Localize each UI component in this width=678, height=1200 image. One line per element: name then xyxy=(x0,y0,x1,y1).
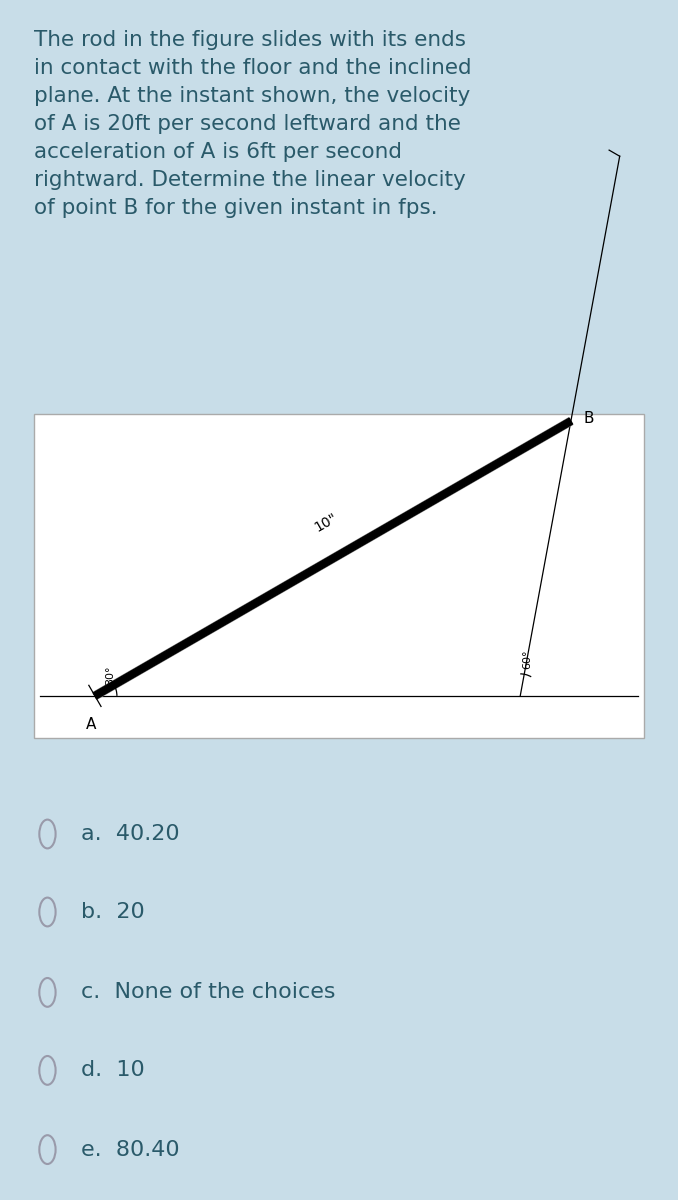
Text: B: B xyxy=(583,412,593,426)
Text: b.  20: b. 20 xyxy=(81,902,145,922)
FancyBboxPatch shape xyxy=(34,414,644,738)
Text: 10": 10" xyxy=(312,510,340,534)
Text: 30°: 30° xyxy=(105,665,115,685)
Text: d.  10: d. 10 xyxy=(81,1061,145,1080)
Text: 60°: 60° xyxy=(522,650,532,670)
Text: A: A xyxy=(86,718,97,732)
Text: The rod in the figure slides with its ends
in contact with the floor and the inc: The rod in the figure slides with its en… xyxy=(34,30,471,218)
Text: c.  None of the choices: c. None of the choices xyxy=(81,983,336,1002)
Text: e.  80.40: e. 80.40 xyxy=(81,1140,180,1159)
Text: a.  40.20: a. 40.20 xyxy=(81,824,180,844)
Polygon shape xyxy=(94,418,572,698)
